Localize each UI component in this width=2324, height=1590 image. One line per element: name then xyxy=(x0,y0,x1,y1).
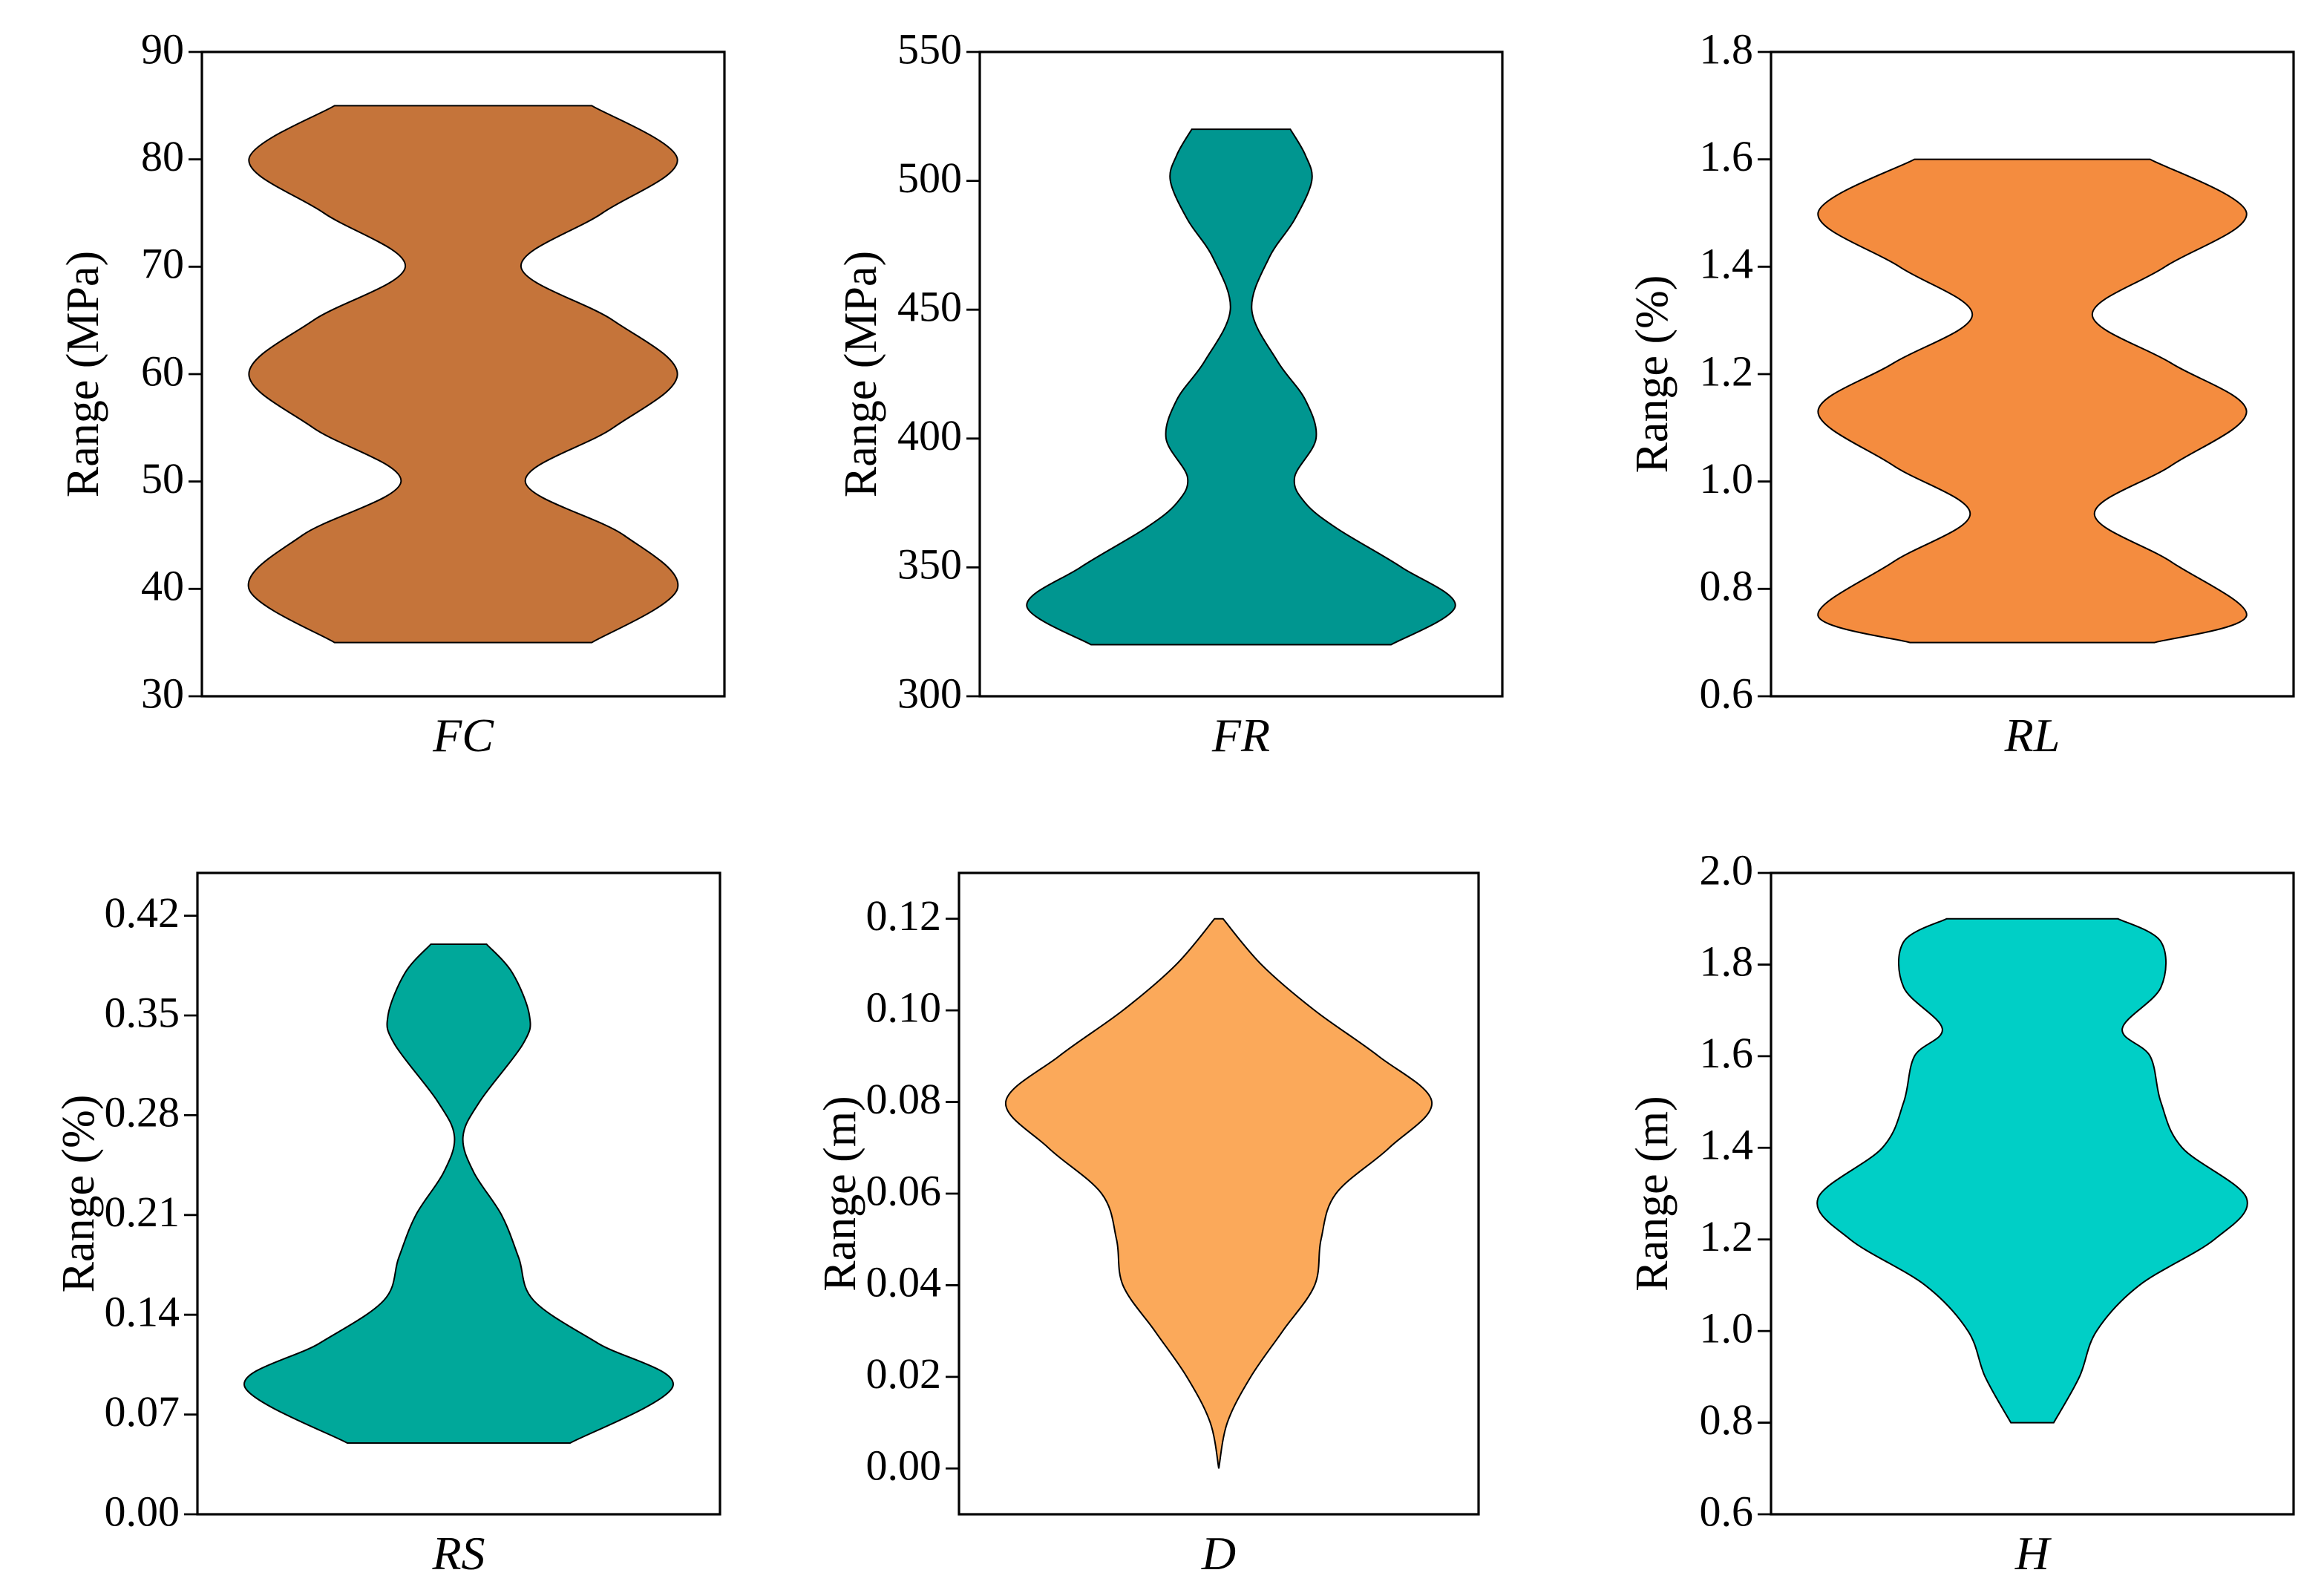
x-axis-label: RL xyxy=(2004,709,2060,762)
y-axis-label: Range (MPa) xyxy=(836,251,886,497)
plot-frame xyxy=(978,50,1504,698)
y-tick-label: 60 xyxy=(141,347,184,395)
y-tick-label: 500 xyxy=(897,154,962,202)
y-axis-label: Range (%) xyxy=(1627,275,1677,474)
y-tick-label: 1.6 xyxy=(1700,132,1754,180)
y-tick-label: 350 xyxy=(897,540,962,589)
y-tick-label: 0.14 xyxy=(105,1288,180,1336)
y-tick-label: 0.00 xyxy=(866,1442,942,1490)
plot-frame xyxy=(196,871,721,1516)
y-tick-label: 1.8 xyxy=(1700,938,1754,986)
y-tick-label: 90 xyxy=(141,24,184,73)
panel: 0.6 0.8 1.0 1.2 1.4 1.6 1.8 Range (%) RL xyxy=(1627,24,2295,762)
x-axis-label: FC xyxy=(432,709,494,762)
y-tick-label: 2.0 xyxy=(1700,845,1754,894)
y-tick-label: 0.04 xyxy=(866,1258,942,1306)
y-tick-label: 550 xyxy=(897,24,962,73)
y-tick-label: 0.28 xyxy=(105,1088,180,1136)
y-tick-label: 0.10 xyxy=(866,983,942,1031)
y-tick-label: 0.6 xyxy=(1700,669,1754,717)
y-tick-label: 0.00 xyxy=(105,1487,180,1535)
y-tick-label: 0.8 xyxy=(1700,1396,1754,1444)
y-tick-label: 1.4 xyxy=(1700,240,1754,288)
y-tick-label: 0.21 xyxy=(105,1188,180,1236)
violin xyxy=(1004,917,1433,1469)
y-tick-label: 50 xyxy=(141,454,184,503)
y-tick-label: 400 xyxy=(897,411,962,459)
y-tick-label: 1.8 xyxy=(1700,24,1754,73)
y-tick-label: 1.6 xyxy=(1700,1029,1754,1077)
y-tick-label: 0.07 xyxy=(105,1387,180,1436)
y-tick-label: 80 xyxy=(141,132,184,180)
y-tick-label: 30 xyxy=(141,669,184,717)
x-axis-label: H xyxy=(2014,1527,2052,1580)
y-tick-label: 0.08 xyxy=(866,1075,942,1123)
y-tick-label: 0.35 xyxy=(105,988,180,1036)
x-axis-label: RS xyxy=(431,1527,485,1580)
panel: 0.00 0.02 0.04 0.06 0.08 0.10 0.12 Range (m) D xyxy=(815,871,1480,1580)
y-axis-label: Range (MPa) xyxy=(58,251,108,497)
violin xyxy=(247,105,679,644)
y-tick-label: 1.4 xyxy=(1700,1121,1754,1169)
violin xyxy=(243,943,674,1444)
plot-frame xyxy=(1770,871,2295,1516)
y-tick-label: 40 xyxy=(141,562,184,610)
y-tick-label: 0.8 xyxy=(1700,562,1754,610)
x-axis-label: FR xyxy=(1211,709,1270,762)
y-tick-label: 1.2 xyxy=(1700,1212,1754,1260)
y-axis-label: Range (m) xyxy=(1627,1096,1677,1291)
violin xyxy=(1817,158,2248,644)
y-tick-label: 1.2 xyxy=(1700,347,1754,395)
y-axis-label: Range (%) xyxy=(53,1095,104,1293)
panel: 0.6 0.8 1.0 1.2 1.4 1.6 1.8 2.0 Range (m) H xyxy=(1627,845,2295,1580)
violin xyxy=(1026,128,1456,646)
violin xyxy=(1816,917,2248,1424)
panel: 30 40 50 60 70 80 90 Range (MPa) FC xyxy=(58,24,726,762)
y-tick-label: 1.0 xyxy=(1700,1303,1754,1352)
y-tick-label: 0.6 xyxy=(1700,1487,1754,1535)
y-tick-label: 0.42 xyxy=(105,889,180,937)
y-tick-label: 0.12 xyxy=(866,891,942,940)
y-tick-label: 450 xyxy=(897,283,962,331)
x-axis-label: D xyxy=(1201,1527,1236,1580)
y-tick-label: 0.02 xyxy=(866,1349,942,1398)
y-tick-label: 0.06 xyxy=(866,1166,942,1214)
y-axis-label: Range (m) xyxy=(815,1096,865,1291)
y-tick-label: 70 xyxy=(141,240,184,288)
panel: 0.00 0.07 0.14 0.21 0.28 0.35 0.42 Range (%) RS xyxy=(53,871,721,1580)
y-tick-label: 300 xyxy=(897,669,962,717)
y-tick-label: 1.0 xyxy=(1700,454,1754,503)
panel: 300 350 400 450 500 550 Range (MPa) FR xyxy=(836,24,1504,762)
